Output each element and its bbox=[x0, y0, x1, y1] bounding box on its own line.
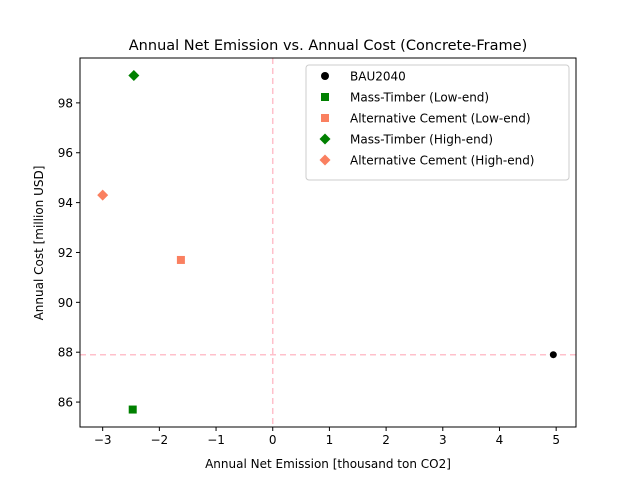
data-point-1 bbox=[128, 405, 137, 414]
x-tick-label: 2 bbox=[382, 433, 390, 447]
x-tick-label: 3 bbox=[439, 433, 447, 447]
x-tick-label: 4 bbox=[496, 433, 504, 447]
data-point-4 bbox=[97, 189, 109, 201]
legend-marker-2 bbox=[321, 114, 329, 122]
legend-label-3: Mass-Timber (High-end) bbox=[350, 133, 493, 147]
x-tick-label: −3 bbox=[94, 433, 112, 447]
legend-marker-3 bbox=[319, 133, 331, 145]
x-axis-label: Annual Net Emission [thousand ton CO2] bbox=[205, 457, 451, 471]
legend-label-1: Mass-Timber (Low-end) bbox=[350, 91, 489, 105]
x-tick-label: −2 bbox=[151, 433, 169, 447]
legend-label-0: BAU2040 bbox=[350, 70, 406, 84]
legend-label-2: Alternative Cement (Low-end) bbox=[350, 112, 531, 126]
y-tick-label: 92 bbox=[58, 246, 73, 260]
legend-box bbox=[305, 64, 570, 181]
legend-label-4: Alternative Cement (High-end) bbox=[350, 154, 535, 168]
legend: BAU2040 Mass-Timber (Low-end) Alternative … bbox=[305, 64, 570, 181]
y-tick-label: 90 bbox=[58, 296, 73, 310]
x-tick-label: 1 bbox=[326, 433, 334, 447]
chart-title: Annual Net Emission vs. Annual Cost (Con… bbox=[129, 38, 527, 54]
data-point-2 bbox=[176, 255, 185, 264]
x-tick-label: −1 bbox=[207, 433, 225, 447]
legend-marker-1 bbox=[321, 93, 329, 101]
data-point-3 bbox=[128, 69, 140, 81]
y-axis-label: Annual Cost [million USD] bbox=[32, 166, 46, 321]
legend-marker-4 bbox=[319, 154, 331, 166]
y-tick-label: 98 bbox=[58, 96, 73, 110]
y-tick-label: 86 bbox=[58, 396, 73, 410]
x-tick-label: 5 bbox=[552, 433, 560, 447]
y-tick-label: 96 bbox=[58, 146, 73, 160]
x-tick-label: 0 bbox=[269, 433, 277, 447]
y-tick-label: 88 bbox=[58, 346, 73, 360]
legend-marker-0 bbox=[321, 72, 329, 80]
y-tick-label: 94 bbox=[58, 196, 73, 210]
data-point-0 bbox=[549, 351, 557, 359]
plot-area: −3 −2 −1 0 1 2 3 4 5 86 88 90 92 94 96 98 bbox=[58, 57, 577, 447]
axes-frame bbox=[79, 57, 577, 428]
